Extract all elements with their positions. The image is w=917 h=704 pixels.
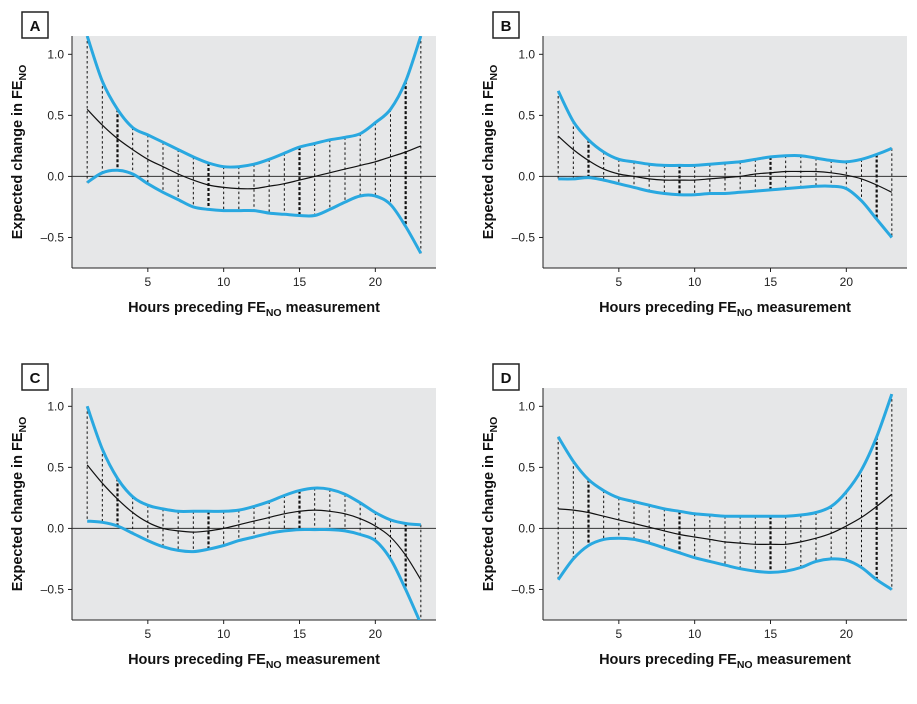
y-tick-label: 0.0	[47, 169, 64, 183]
y-tick-label: –0.5	[41, 230, 65, 244]
x-tick-label: 10	[688, 275, 702, 289]
panel-label: C	[30, 370, 41, 387]
plot-area	[72, 36, 436, 268]
x-tick-label: 15	[764, 275, 778, 289]
panel-d: –0.5 0.0 0.5 1.0 5 10 15 20 Hours preceding FENO…	[481, 363, 907, 671]
x-tick-label: 5	[144, 275, 151, 289]
y-tick-label: 0.5	[518, 460, 535, 474]
ci-verticals	[86, 406, 422, 620]
panel-label: D	[501, 370, 512, 387]
y-tick-label: –0.5	[512, 230, 536, 244]
x-tick-label: 15	[293, 275, 307, 289]
panel-c: –0.5 0.0 0.5 1.0 5 10 15 20 Hours preceding FENO…	[10, 363, 436, 671]
y-tick-label: 0.5	[47, 108, 64, 122]
upper-ci-line	[85, 36, 423, 169]
plot-area	[72, 388, 436, 620]
y-tick-label: 1.0	[518, 47, 535, 61]
x-axis-label: Hours preceding FENO measurement	[128, 652, 380, 671]
lower-ci-line	[87, 519, 421, 620]
upper-ci-line	[556, 90, 893, 167]
panel-label: A	[30, 18, 41, 35]
estimate-line	[86, 464, 422, 581]
y-tick-label: 0.5	[47, 460, 64, 474]
x-tick-label: 20	[840, 627, 854, 641]
x-tick-label: 5	[144, 627, 151, 641]
x-tick-label: 20	[840, 275, 854, 289]
panel-a: –0.5 0.0 0.5 1.0 5 10 15 20 Hours preceding FENO…	[10, 11, 436, 319]
x-tick-label: 5	[615, 275, 622, 289]
y-tick-label: 0.0	[47, 521, 64, 535]
panel-label-box	[492, 11, 520, 39]
y-tick-label: 0.5	[518, 108, 535, 122]
y-axis-label: Expected change in FENO	[481, 417, 500, 592]
y-tick-label: –0.5	[41, 582, 65, 596]
lower-ci-line	[556, 536, 893, 591]
lower-ci-line	[558, 176, 893, 239]
y-axis-label: Expected change in FENO	[10, 417, 29, 592]
y-axis-label: Expected change in FENO	[481, 65, 500, 240]
upper-ci-line	[85, 405, 421, 527]
y-tick-label: 1.0	[518, 399, 535, 413]
y-tick-label: –0.5	[512, 582, 536, 596]
x-tick-label: 10	[217, 275, 231, 289]
estimate-line	[558, 493, 893, 546]
plot-area	[543, 36, 907, 268]
x-tick-label: 15	[764, 627, 778, 641]
plot-area	[543, 388, 907, 620]
y-tick-label: 0.0	[518, 169, 535, 183]
series-lines	[85, 405, 422, 620]
x-axis-label: Hours preceding FENO measurement	[128, 300, 380, 319]
upper-ci-line	[556, 393, 894, 518]
panel-label-box	[21, 363, 49, 391]
x-tick-label: 20	[369, 275, 383, 289]
y-axis-label: Expected change in FENO	[10, 65, 29, 240]
series-lines	[85, 36, 423, 255]
estimate-line	[86, 108, 422, 190]
series-lines	[556, 393, 894, 591]
x-tick-label: 5	[615, 627, 622, 641]
panel-label: B	[501, 18, 512, 35]
ci-verticals	[557, 394, 893, 590]
x-axis-label: Hours preceding FENO measurement	[599, 300, 851, 319]
panel-label-box	[492, 363, 520, 391]
x-tick-label: 15	[293, 627, 307, 641]
y-tick-label: 0.0	[518, 521, 535, 535]
x-tick-label: 10	[688, 627, 702, 641]
estimate-line	[557, 135, 893, 193]
panel-label-box	[21, 11, 49, 39]
lower-ci-line	[86, 168, 423, 255]
x-tick-label: 10	[217, 627, 231, 641]
x-tick-label: 20	[369, 627, 383, 641]
y-tick-label: 1.0	[47, 399, 64, 413]
y-tick-label: 1.0	[47, 47, 64, 61]
series-lines	[556, 90, 893, 239]
x-axis-label: Hours preceding FENO measurement	[599, 652, 851, 671]
panel-b: –0.5 0.0 0.5 1.0 5 10 15 20 Hours preceding FENO…	[481, 11, 907, 319]
